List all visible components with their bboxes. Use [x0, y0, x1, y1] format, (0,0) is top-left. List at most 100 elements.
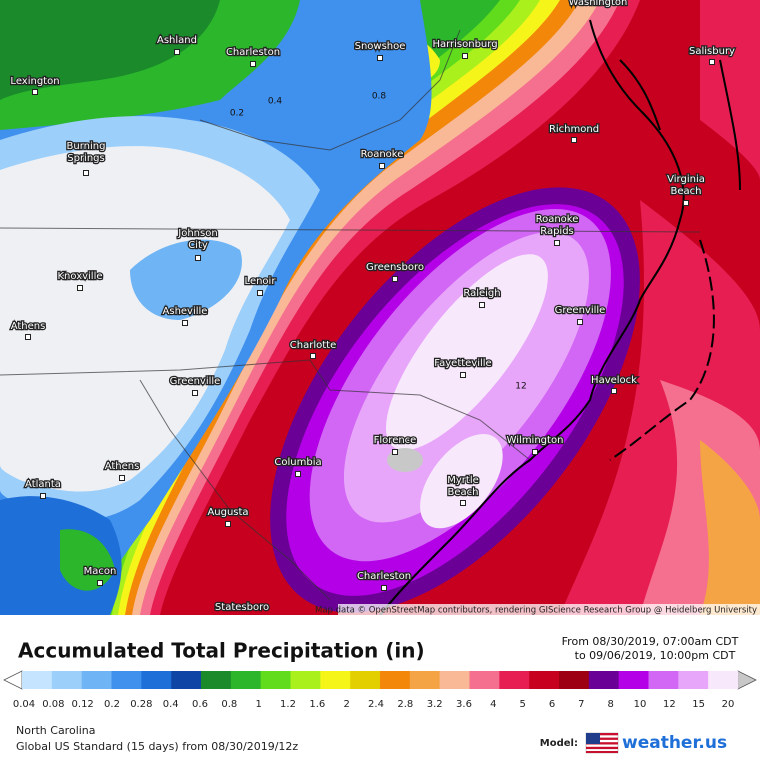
- legend-swatch: [529, 671, 560, 689]
- city-name: Augusta: [207, 507, 248, 518]
- city-name: Knoxville: [57, 271, 102, 282]
- city-dot: [571, 137, 577, 143]
- legend-tick-label: 12: [663, 699, 676, 710]
- city-name: Virginia: [667, 174, 705, 185]
- legend-tick-label: 4: [490, 699, 496, 710]
- city-dot: [460, 372, 466, 378]
- city-dot: [377, 55, 383, 61]
- legend-swatch: [350, 671, 381, 689]
- legend-tick-label: 3.6: [456, 699, 472, 710]
- legend-swatch: [51, 671, 82, 689]
- city-dot: [25, 334, 31, 340]
- legend-swatch: [22, 671, 53, 689]
- city-name: Charleston: [357, 571, 411, 582]
- city-dot: [381, 585, 387, 591]
- legend-tick-label: 0.8: [221, 699, 237, 710]
- city-name: Charlotte: [290, 340, 336, 351]
- city-name: Myrtle: [447, 475, 479, 486]
- city-name: Greenville: [555, 305, 606, 316]
- city-dot: [195, 255, 201, 261]
- valid-to: to 09/06/2019, 10:00pm CDT: [575, 649, 736, 662]
- city-name: Atlanta: [25, 479, 61, 490]
- city-dot: [40, 493, 46, 499]
- legend-swatch: [559, 671, 590, 689]
- contour-label: 12: [515, 382, 526, 392]
- city-dot: [257, 290, 263, 296]
- city-dot: [83, 170, 89, 176]
- legend-swatch: [171, 671, 202, 689]
- legend-tick-label: 20: [722, 699, 735, 710]
- city-dot: [379, 163, 385, 169]
- attribution: Map data © OpenStreetMap contributors, r…: [315, 606, 757, 616]
- city-dot: [479, 302, 485, 308]
- legend-tick-label: 2: [343, 699, 349, 710]
- city-dot: [77, 285, 83, 291]
- city-name: Rapids: [540, 226, 574, 237]
- city-name: Raleigh: [463, 288, 500, 299]
- city-dot: [97, 580, 103, 586]
- city-dot: [577, 319, 583, 325]
- city-dot: [182, 320, 188, 326]
- city-dot: [392, 449, 398, 455]
- info-panel: Accumulated Total Precipitation (in) Fro…: [0, 615, 760, 760]
- legend-swatch: [678, 671, 709, 689]
- city-name: Roanoke: [361, 149, 404, 160]
- city-dot: [460, 500, 466, 506]
- city-name: Wilmington: [507, 435, 564, 446]
- city-name: Columbia: [274, 457, 321, 468]
- legend-swatch: [111, 671, 142, 689]
- legend-swatch: [469, 671, 500, 689]
- legend-tick-label: 6: [549, 699, 555, 710]
- city-name: Springs: [67, 153, 104, 164]
- legend-swatch: [380, 671, 411, 689]
- city-name: Fayetteville: [434, 358, 491, 369]
- city-name: Athens: [11, 321, 46, 332]
- city-name: Lexington: [10, 76, 59, 87]
- model-label: Model:: [540, 738, 578, 749]
- city-name: Charleston: [226, 47, 280, 58]
- flag-icon: [585, 732, 619, 754]
- city-dot: [32, 89, 38, 95]
- title: Accumulated Total Precipitation (in): [18, 639, 425, 663]
- city-name: City: [188, 240, 208, 251]
- city-dot: [119, 475, 125, 481]
- city-name: Asheville: [163, 306, 208, 317]
- city-name: Snowshoe: [355, 41, 406, 52]
- legend-tick-label: 8: [607, 699, 613, 710]
- precipitation-map: Washington Ashland Charleston Snowshoe Harri…: [0, 0, 760, 615]
- city-name: Burning: [67, 141, 106, 152]
- brand: weather.us: [622, 733, 727, 753]
- city-dot: [611, 388, 617, 394]
- city-name: Florence: [374, 435, 417, 446]
- city-dot: [225, 521, 231, 527]
- legend-tick-label: 2.4: [368, 699, 384, 710]
- legend-tick-label: 10: [634, 699, 647, 710]
- city-name: Havelock: [591, 375, 637, 386]
- city-name: Lenoir: [245, 276, 277, 287]
- legend-swatch: [141, 671, 172, 689]
- model-run: Global US Standard (15 days) from 08/30/…: [16, 740, 298, 753]
- city-dot: [683, 200, 689, 206]
- city-name: Salisbury: [689, 46, 735, 57]
- valid-from: From 08/30/2019, 07:00am CDT: [562, 635, 739, 648]
- region: North Carolina: [16, 724, 96, 737]
- legend-tick-label: 0.08: [42, 699, 64, 710]
- legend-swatch: [230, 671, 261, 689]
- city-labels: Washington Ashland Charleston Snowshoe Harri…: [9, 0, 736, 614]
- contour-labels: 0.2 0.4 0.8 12: [230, 92, 527, 392]
- city-name: Johnson: [177, 228, 217, 239]
- contour-label: 0.2: [230, 109, 244, 119]
- legend-swatch: [588, 671, 619, 689]
- legend-tick-label: 0.4: [163, 699, 179, 710]
- city-name: Roanoke: [536, 214, 579, 225]
- legend-swatch: [320, 671, 351, 689]
- legend-tick-label: 5: [519, 699, 525, 710]
- city-name: Harrisonburg: [432, 39, 497, 50]
- city-name: Athens: [105, 461, 140, 472]
- legend-swatch: [409, 671, 440, 689]
- legend-swatch: [260, 671, 291, 689]
- legend-tick-label: 1.2: [280, 699, 296, 710]
- map-fields: [0, 0, 760, 615]
- city-name: Richmond: [549, 124, 599, 135]
- city-name: Greensboro: [366, 262, 424, 273]
